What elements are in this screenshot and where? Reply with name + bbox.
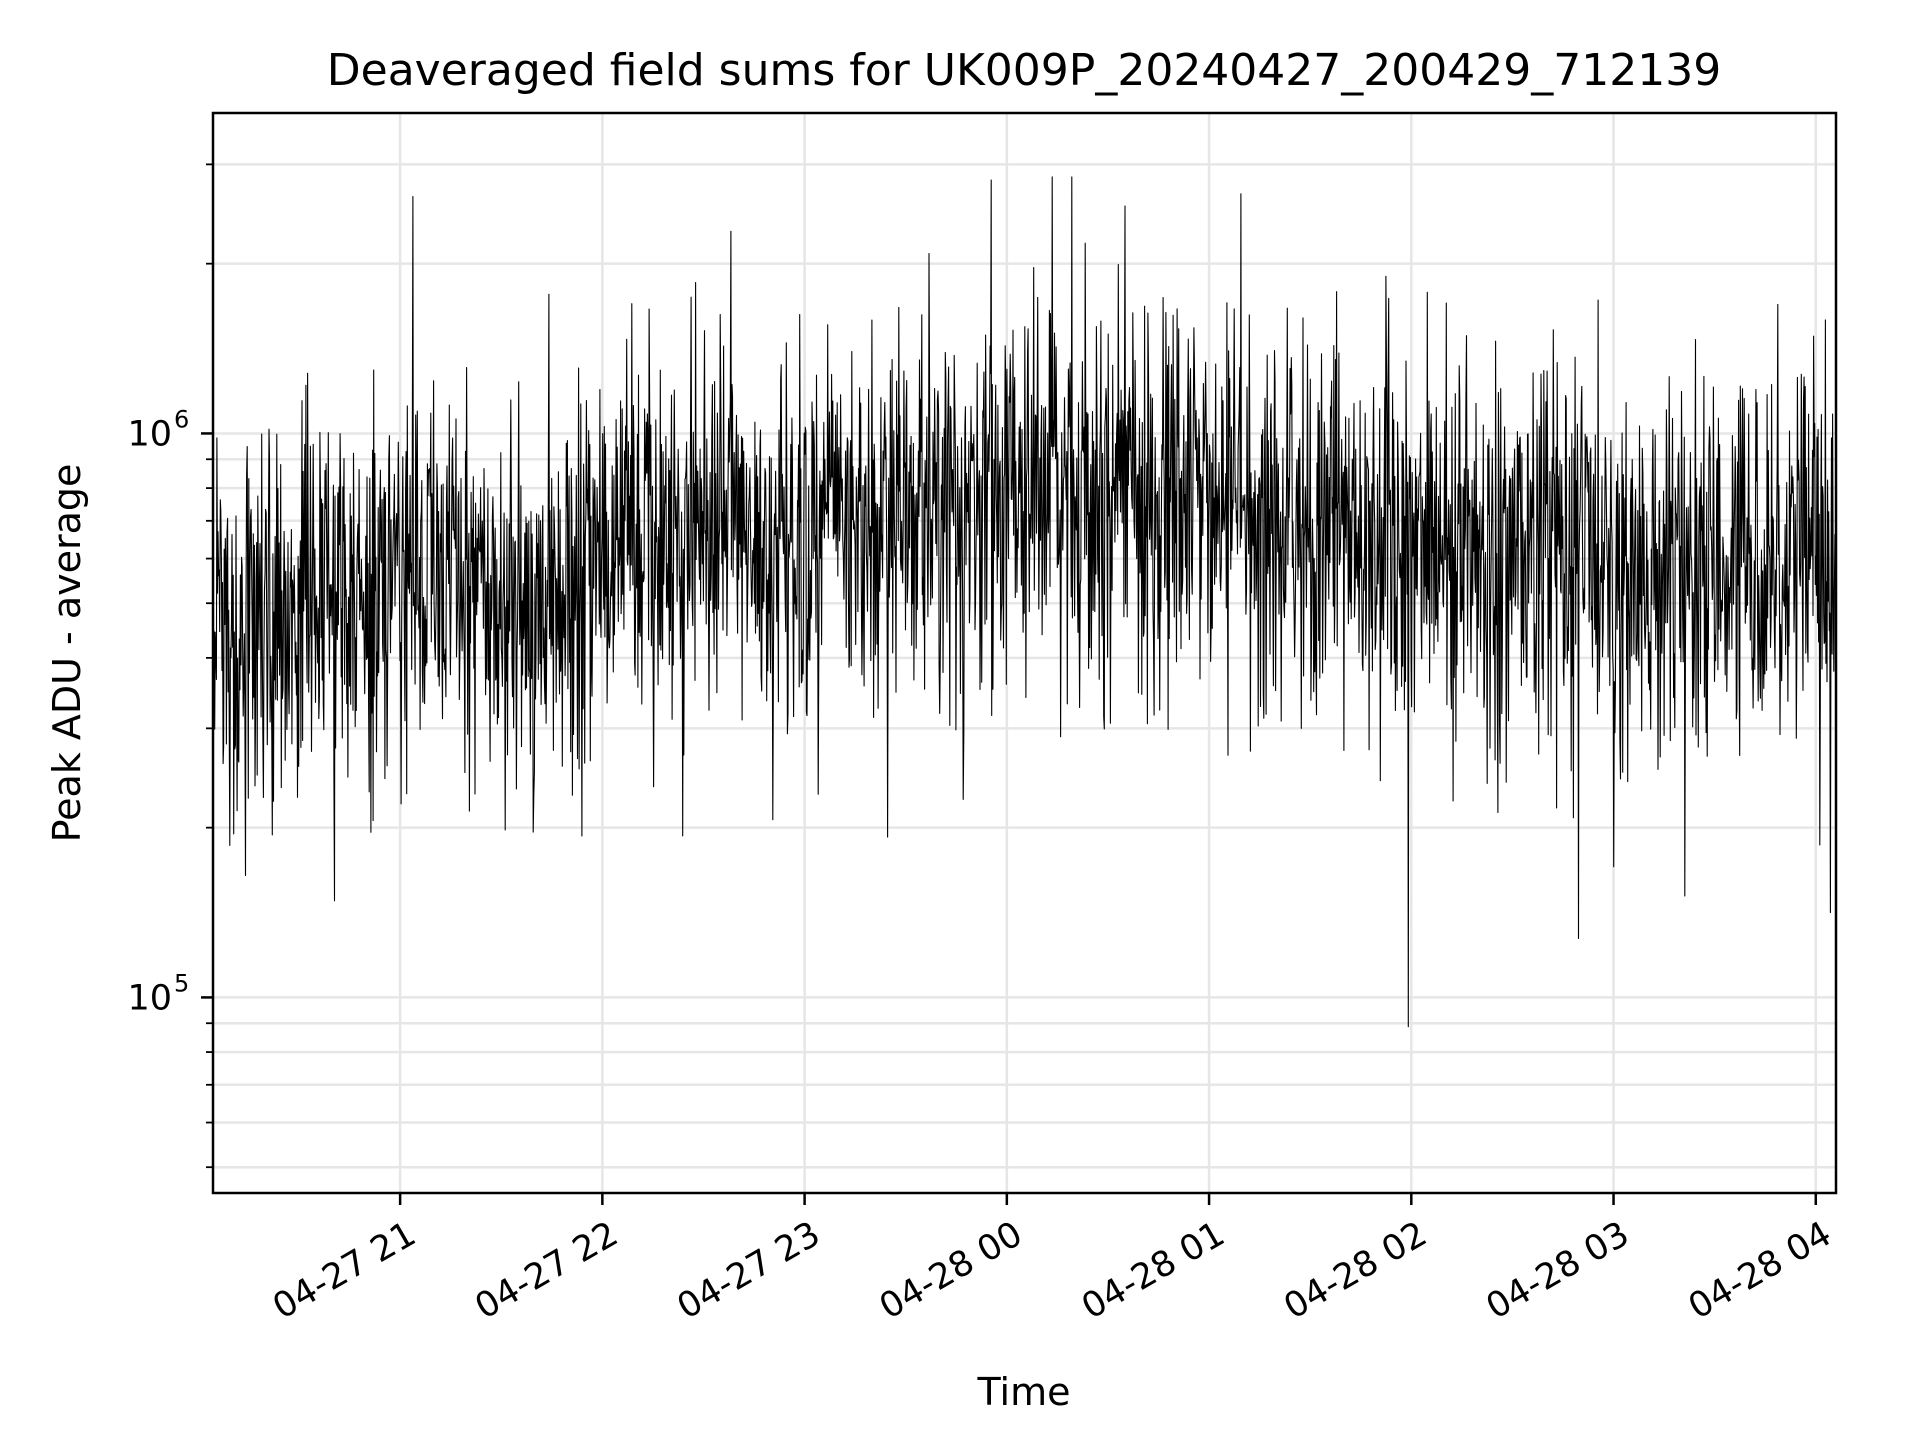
x-axis-label: Time (977, 1370, 1071, 1414)
y-tick-exponent: 5 (174, 969, 189, 997)
chart-title: Deaveraged field sums for UK009P_2024042… (327, 45, 1721, 96)
y-tick-label: 10 (127, 978, 172, 1018)
series-line (213, 176, 1836, 1028)
plot-frame (211, 111, 1838, 1195)
y-tick-exponent: 6 (174, 405, 189, 433)
y-axis-label: Peak ADU - average (45, 464, 89, 843)
series-path (213, 176, 1836, 1028)
y-tick-label: 10 (127, 414, 172, 454)
